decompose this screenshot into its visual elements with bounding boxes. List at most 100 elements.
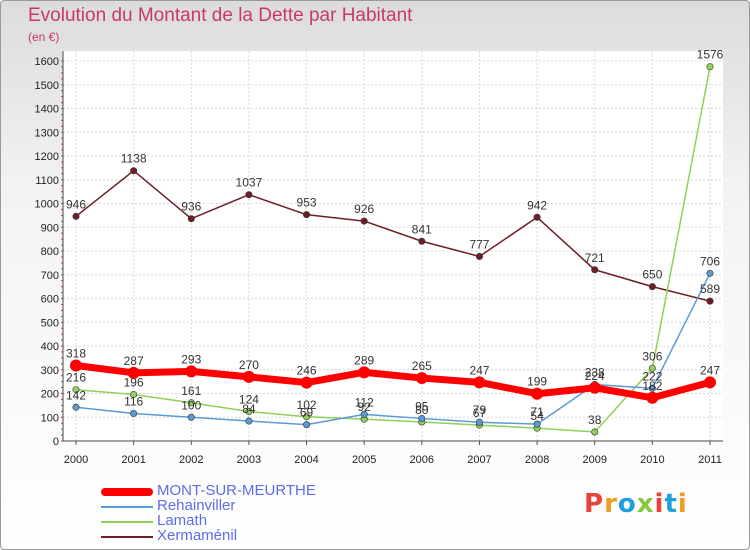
data-point — [187, 215, 195, 223]
data-label: 124 — [239, 393, 259, 407]
data-point — [300, 376, 313, 389]
legend-label: Rehainviller — [157, 497, 236, 514]
x-tick-label: 2007 — [467, 454, 491, 466]
data-label: 721 — [585, 251, 605, 265]
y-tick-label: 800 — [41, 246, 59, 258]
x-tick-label: 2005 — [352, 454, 376, 466]
y-tick-label: 300 — [41, 365, 59, 377]
data-label: 196 — [124, 375, 144, 389]
data-label: 95 — [415, 399, 429, 413]
data-point — [245, 191, 253, 199]
data-point — [648, 283, 656, 291]
logo-letter: o — [617, 489, 637, 519]
data-label: 142 — [66, 388, 86, 402]
data-label: 224 — [585, 369, 605, 383]
data-label: 942 — [527, 198, 547, 212]
data-point — [360, 217, 368, 225]
y-tick-label: 100 — [41, 412, 59, 424]
data-label: 1576 — [697, 48, 724, 62]
data-label: 161 — [181, 384, 201, 398]
data-point — [706, 269, 714, 277]
x-tick-label: 2002 — [179, 454, 203, 466]
data-label: 79 — [473, 403, 487, 417]
data-label: 247 — [469, 363, 489, 377]
y-tick-label: 0 — [53, 436, 59, 448]
data-point — [591, 266, 599, 274]
data-point — [242, 370, 255, 383]
data-label: 1037 — [236, 176, 263, 190]
data-point — [591, 428, 599, 436]
proxiti-logo: Proxiti — [584, 489, 688, 519]
data-point — [360, 410, 368, 418]
data-label: 199 — [527, 375, 547, 389]
data-point — [303, 413, 311, 421]
legend-label: MONT-SUR-MEURTHE — [157, 482, 316, 499]
data-point — [475, 252, 483, 260]
data-label: 289 — [354, 353, 374, 367]
x-tick-label: 2006 — [410, 454, 434, 466]
data-point — [475, 418, 483, 426]
data-label: 182 — [642, 379, 662, 393]
logo-letter: i — [677, 489, 688, 519]
logo-letter: r — [604, 489, 618, 519]
data-point — [648, 384, 656, 392]
data-label: 265 — [412, 359, 432, 373]
data-label: 1138 — [121, 152, 147, 166]
legend-swatch — [101, 536, 153, 538]
data-label: 650 — [642, 268, 662, 282]
data-label: 926 — [354, 202, 374, 216]
x-tick-label: 2001 — [121, 454, 145, 466]
data-label: 216 — [66, 371, 86, 385]
legend-label: Xermaménil — [157, 527, 238, 544]
y-tick-label: 700 — [41, 270, 59, 282]
data-label: 222 — [642, 369, 662, 383]
data-label: 92 — [358, 400, 372, 414]
data-point — [533, 420, 541, 428]
y-tick-label: 900 — [41, 222, 59, 234]
y-tick-label: 1300 — [35, 127, 59, 139]
x-tick-label: 2008 — [525, 454, 549, 466]
x-tick-label: 2009 — [582, 454, 606, 466]
data-label: 318 — [66, 346, 86, 360]
y-tick-label: 500 — [41, 317, 59, 329]
y-tick-label: 1500 — [35, 80, 59, 92]
chart-title: Evolution du Montant de la Dette par Hab… — [28, 5, 413, 26]
data-point — [706, 63, 714, 71]
legend-swatch — [101, 488, 153, 496]
series-line — [75, 65, 711, 433]
x-tick-label: 2004 — [294, 454, 318, 466]
data-label: 706 — [700, 254, 720, 268]
data-label: 247 — [700, 363, 720, 377]
data-point — [127, 366, 140, 379]
data-label: 287 — [124, 354, 144, 368]
data-point — [303, 421, 311, 429]
data-label: 71 — [530, 405, 544, 419]
legend-swatch — [101, 506, 153, 508]
data-point — [358, 366, 371, 379]
logo-letter: i — [654, 489, 665, 519]
data-point — [646, 391, 659, 404]
data-label: 246 — [297, 364, 317, 378]
data-label: 936 — [181, 200, 201, 214]
data-label: 841 — [412, 222, 432, 236]
x-tick-label: 2011 — [698, 454, 722, 466]
data-point — [706, 297, 714, 305]
data-point — [245, 417, 253, 425]
data-point — [130, 167, 138, 175]
data-label: 293 — [181, 352, 201, 366]
y-tick-label: 400 — [41, 341, 59, 353]
data-label: 238 — [585, 365, 605, 379]
data-label: 112 — [355, 395, 374, 409]
data-point — [187, 399, 195, 407]
data-label: 953 — [297, 196, 317, 210]
data-point — [72, 403, 80, 411]
data-point — [418, 237, 426, 245]
data-point — [72, 386, 80, 394]
data-label: 54 — [530, 409, 544, 423]
data-label: 777 — [469, 237, 489, 251]
logo-letter: t — [664, 489, 678, 519]
x-tick-label: 2000 — [64, 454, 88, 466]
data-label: 69 — [300, 406, 314, 420]
